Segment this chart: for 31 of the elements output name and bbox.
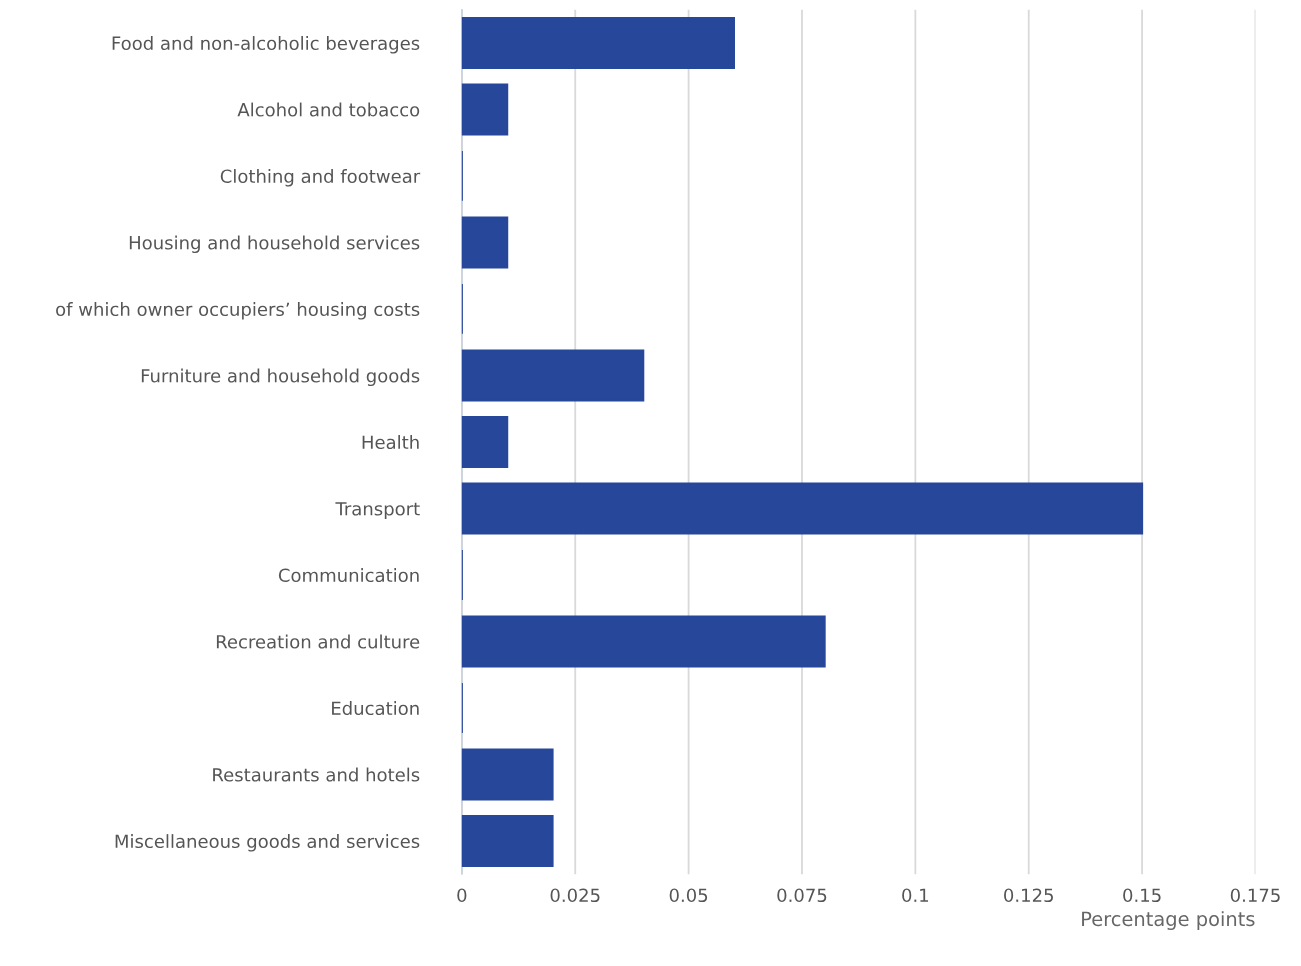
x-tick-label: 0.125 <box>1004 888 1053 903</box>
y-tick-label: Alcohol and tobacco <box>237 102 420 117</box>
y-tick-label: Education <box>332 701 419 716</box>
x-tick-label: 0.175 <box>1230 888 1280 903</box>
bar <box>461 615 826 668</box>
bar <box>461 216 509 269</box>
x-tick-label: 0.05 <box>669 888 708 903</box>
bar <box>461 482 1144 535</box>
bar <box>461 349 645 402</box>
y-tick-label: Health <box>362 435 419 450</box>
y-tick-label: Housing and household services <box>129 235 420 254</box>
x-tick-label: 0.1 <box>902 888 929 903</box>
bar <box>461 16 735 69</box>
bar <box>461 748 554 801</box>
bar <box>461 415 509 468</box>
y-tick-label: Furniture and household goods <box>141 368 420 387</box>
bar <box>461 83 509 136</box>
y-tick-label: Clothing and footwear <box>220 169 421 187</box>
y-tick-label: Recreation and culture <box>216 634 420 649</box>
x-tick-label: 0.15 <box>1123 888 1161 903</box>
y-tick-label: Food and non-alcoholic beverages <box>112 36 420 54</box>
x-tick-label: 0.075 <box>777 888 827 903</box>
y-tick-label: of which owner occupiers’ housing costs <box>56 302 420 320</box>
y-tick-label: Restaurants and hotels <box>213 767 420 782</box>
x-tick-label: 0.025 <box>550 888 600 903</box>
y-tick-label: Communication <box>278 568 419 583</box>
y-tick-label: Miscellaneous goods and services <box>115 834 420 852</box>
x-axis-title: Percentage points <box>1082 911 1255 930</box>
bar <box>461 815 554 867</box>
x-tick-label: 0 <box>457 888 467 903</box>
y-tick-label: Transport <box>335 502 420 520</box>
